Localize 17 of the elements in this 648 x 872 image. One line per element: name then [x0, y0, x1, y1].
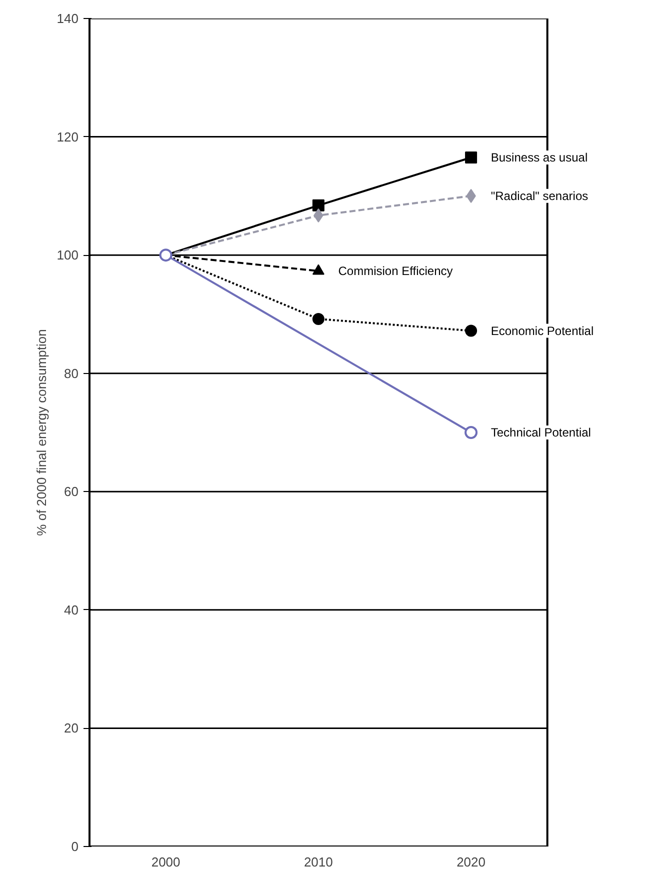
y-tick-label: 20: [64, 720, 79, 736]
y-tick-label: 120: [56, 129, 79, 144]
y-tick-label: 0: [71, 839, 79, 854]
x-tick-label: 2010: [304, 854, 333, 870]
series-label: Commision Efficiency: [338, 264, 453, 278]
series-label: Economic Potential: [490, 324, 594, 338]
series-label: Technical Potential: [490, 426, 591, 440]
series-label: "Radical" senarios: [490, 188, 588, 203]
y-tick-label: 100: [56, 248, 79, 263]
x-tick-label: 2000: [151, 854, 180, 870]
y-tick-label: 80: [64, 366, 79, 381]
y-axis-title: % of 2000 final energy consumption: [34, 329, 49, 536]
y-tick-label: 140: [56, 11, 79, 26]
x-tick-label: 2020: [456, 854, 486, 870]
y-tick-label: 40: [64, 602, 79, 618]
y-tick-label: 60: [64, 484, 79, 500]
series-label: Business as usual: [490, 150, 588, 164]
